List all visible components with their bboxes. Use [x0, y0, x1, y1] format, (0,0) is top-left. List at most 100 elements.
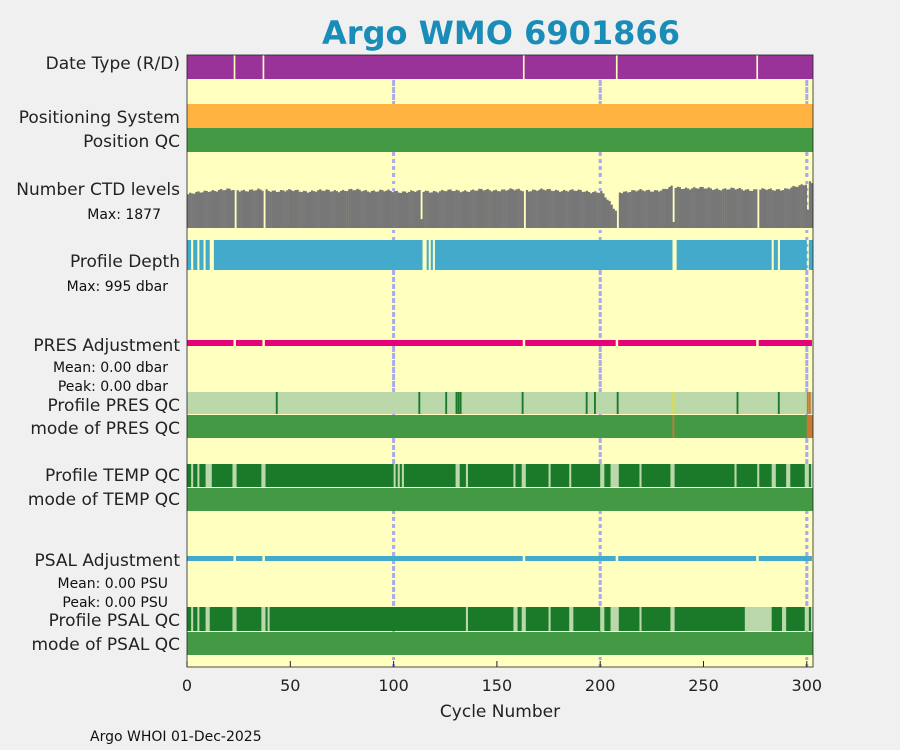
row-label-profile-depth: Profile Depth [70, 252, 180, 272]
ctd-bar [703, 188, 706, 228]
pres-qc-mark [521, 392, 524, 414]
ctd-bar [689, 189, 692, 228]
ctd-bar [271, 190, 274, 228]
psal-adj-mean: Mean: 0.00 PSU [57, 576, 168, 592]
row-label-psal-adj: PSAL Adjustment [35, 551, 181, 571]
psal-adj-line [618, 556, 757, 561]
depth-bar [676, 240, 772, 270]
ctd-bar [565, 190, 568, 228]
ctd-bar [356, 188, 359, 228]
ctd-bar [515, 189, 518, 228]
ctd-bar [397, 192, 400, 228]
ctd-bar [587, 191, 591, 228]
depth-bar [808, 240, 813, 270]
ctd-bar [600, 191, 603, 228]
ctd-bar [649, 191, 653, 228]
pres-adj-peak: Peak: 0.00 dbar [58, 379, 168, 395]
ctd-bar [366, 191, 370, 228]
ctd-bar [674, 187, 677, 228]
psal-adj-line [758, 556, 812, 561]
ctd-bar [810, 183, 814, 228]
ctd-bar [693, 187, 696, 228]
ctd-bar [668, 186, 671, 228]
temp-qc-light [521, 464, 526, 487]
ctd-bar [428, 192, 431, 228]
pres-qc-mark [275, 392, 278, 414]
ctd-bar [734, 189, 737, 228]
ctd-bar [610, 204, 613, 228]
row-label-ctd-levels: Number CTD levels [16, 180, 180, 200]
row-label-pres-adj: PRES Adjustment [33, 336, 180, 356]
date-type-gap [615, 55, 618, 79]
ctd-bar [422, 191, 425, 228]
ctd-bar [300, 192, 303, 228]
temp-qc-light [197, 464, 200, 487]
ctd-bar [575, 190, 578, 228]
ctd-bar [540, 188, 543, 228]
ctd-bar [294, 189, 297, 228]
psal-qc-light [513, 607, 518, 631]
x-tick-label: 250 [688, 676, 719, 695]
ctd-bar [360, 191, 363, 228]
ctd-bar [251, 189, 254, 228]
psal-qc-light [804, 607, 809, 631]
pres-adj-line [235, 340, 263, 346]
temp-qc-light [771, 464, 776, 487]
ctd-bar [519, 190, 522, 228]
ctd-bar [748, 190, 752, 228]
x-axis-ticks: 0 50 100 150 200 250 300 [182, 661, 822, 695]
row-label-profile-temp-qc: Profile TEMP QC [45, 466, 180, 486]
ctd-bar [472, 189, 475, 228]
ctd-bar [544, 190, 547, 228]
footer-text: Argo WHOI 01-Dec-2025 [90, 729, 262, 745]
ctd-bar [377, 191, 380, 228]
pres-qc-mark [585, 392, 588, 414]
temp-qc-light [786, 464, 791, 487]
ctd-bar [226, 188, 229, 228]
ctd-bar [461, 191, 465, 228]
ctd-bar [517, 188, 520, 228]
ctd-bar [513, 190, 516, 228]
ctd-bar [344, 190, 347, 228]
ctd-bar [248, 189, 252, 228]
ctd-bar [546, 189, 549, 228]
ctd-bar [470, 190, 473, 228]
ctd-bar [808, 181, 812, 228]
ctd-bar [321, 190, 324, 228]
ctd-bar [682, 188, 686, 228]
ctd-bar [742, 190, 746, 228]
ctd-bar [240, 190, 243, 228]
ctd-bar [567, 191, 570, 228]
ctd-bar [542, 189, 545, 228]
ctd-bar [624, 191, 628, 228]
ctd-bar [261, 190, 264, 228]
ctd-bar [213, 191, 217, 228]
ctd-bar [459, 192, 462, 228]
depth-bar [434, 240, 673, 270]
ctd-bar [482, 190, 485, 228]
psal-qc-light [465, 607, 468, 631]
ctd-bar [195, 191, 198, 228]
ctd-bar [189, 192, 192, 228]
psal-qc-light [197, 607, 200, 631]
ctd-bar [441, 189, 444, 228]
ctd-bar [426, 190, 429, 228]
ctd-bar [451, 191, 454, 228]
ctd-bar [480, 189, 483, 228]
psal-qc-light [810, 607, 813, 631]
ctd-bar [732, 188, 735, 228]
ctd-bar [773, 190, 777, 228]
ctd-bar [666, 189, 669, 228]
pres-adj-mean: Mean: 0.00 dbar [53, 360, 168, 376]
ctd-bar [707, 187, 710, 228]
mode-pres-qc-flag [806, 415, 811, 438]
ctd-bar [548, 188, 551, 228]
ctd-bar [308, 191, 312, 228]
ctd-bar [804, 184, 808, 228]
ctd-bar [724, 188, 727, 228]
ctd-bar [217, 189, 221, 228]
pres-qc-mark [455, 392, 458, 414]
ctd-bar [498, 191, 502, 228]
ctd-bar [453, 191, 456, 228]
temp-qc-light [610, 464, 619, 487]
